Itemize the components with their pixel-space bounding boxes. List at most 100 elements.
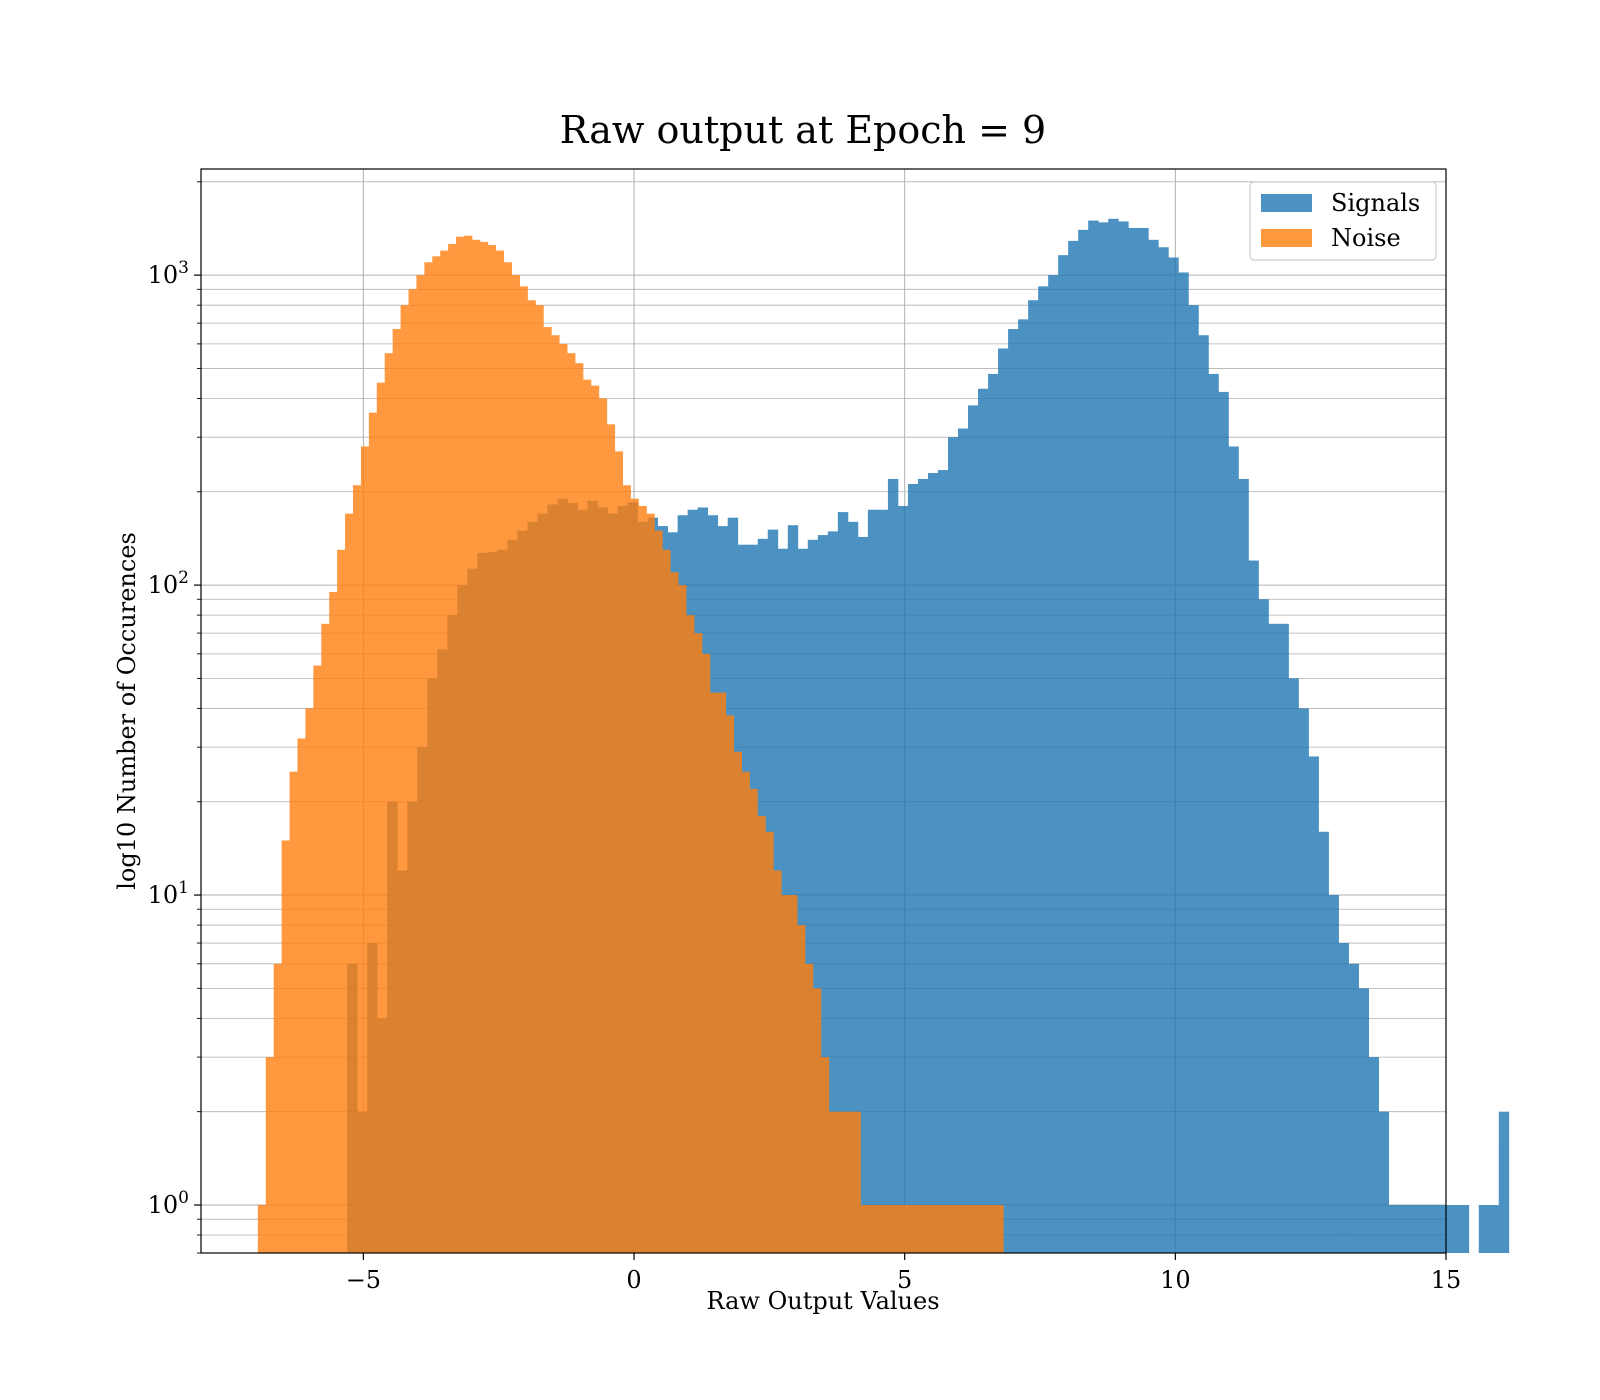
noise-bar — [432, 256, 441, 1253]
signals-bar — [1398, 1204, 1410, 1253]
y-tick-label: 101 — [148, 878, 189, 909]
noise-bar — [693, 633, 703, 1253]
signals-bar — [948, 437, 959, 1253]
signals-bar — [1008, 329, 1019, 1253]
signals-bar — [1198, 335, 1209, 1254]
legend-label-noise: Noise — [1331, 224, 1401, 252]
noise-bar — [923, 1204, 933, 1253]
noise-bar — [828, 1111, 838, 1253]
signals-bar — [1348, 963, 1359, 1253]
signals-bar — [877, 509, 889, 1253]
noise-bar — [773, 870, 782, 1253]
signals-bar — [1418, 1204, 1430, 1253]
noise-bar — [511, 275, 520, 1253]
noise-bar — [297, 738, 306, 1253]
noise-bar — [543, 327, 552, 1253]
noise-bar — [424, 262, 433, 1253]
signals-bar — [958, 428, 969, 1253]
signals-bar — [1148, 239, 1159, 1253]
chart-title: Raw output at Epoch = 9 — [560, 108, 1046, 152]
signals-bar — [817, 535, 829, 1253]
noise-bar — [313, 665, 322, 1253]
noise-bar — [686, 615, 695, 1253]
signals-bar — [998, 348, 1009, 1254]
x-tick-label: 10 — [1160, 1266, 1191, 1294]
signals-bar — [1018, 319, 1029, 1254]
signals-bar — [1098, 222, 1109, 1254]
signals-bar — [1138, 227, 1149, 1254]
signals-bar — [1388, 1204, 1400, 1253]
signals-bar — [978, 388, 989, 1253]
signals-bar — [1288, 678, 1299, 1253]
signals-bar — [1408, 1204, 1420, 1253]
signals-bar — [807, 539, 819, 1253]
signals-bar — [1498, 1111, 1510, 1253]
signals-bar — [1068, 240, 1079, 1254]
signals-bar — [1278, 623, 1289, 1253]
noise-bar — [916, 1204, 925, 1253]
noise-bar — [900, 1204, 909, 1253]
signals-bar — [1188, 305, 1199, 1253]
noise-bar — [765, 831, 774, 1253]
signals-bar — [1478, 1204, 1490, 1253]
noise-bar — [630, 498, 639, 1253]
noise-bar — [519, 286, 528, 1253]
noise-bar — [487, 245, 497, 1254]
legend-swatch-signals — [1261, 194, 1312, 212]
legend-label-signals: Signals — [1331, 189, 1420, 217]
noise-bar — [567, 353, 576, 1253]
signals-bar — [1108, 218, 1119, 1253]
noise-bar — [559, 343, 568, 1253]
noise-bar — [749, 788, 758, 1253]
signals-bar — [1238, 478, 1249, 1253]
axis-ticks: −5 0 5 10 15 100 101 102 103 — [148, 181, 1461, 1294]
noise-bar — [812, 988, 822, 1253]
signals-bar — [1338, 943, 1349, 1253]
signals-bar — [1358, 988, 1369, 1253]
noise-bar — [717, 692, 727, 1253]
noise-bar — [345, 513, 354, 1253]
noise-bar — [678, 585, 687, 1253]
x-tick-label: −5 — [346, 1266, 381, 1294]
noise-bar — [448, 244, 457, 1253]
signals-bar — [887, 478, 899, 1253]
noise-bar — [876, 1204, 885, 1253]
noise-bar — [836, 1111, 846, 1253]
signals-bar — [1308, 756, 1319, 1253]
noise-bar — [852, 1111, 861, 1253]
noise-bar — [321, 623, 330, 1253]
signals-bar — [1178, 272, 1189, 1254]
signals-bar — [867, 509, 879, 1253]
noise-bar — [329, 591, 338, 1253]
noise-bar — [646, 513, 655, 1253]
noise-bar — [860, 1204, 869, 1253]
noise-bar — [535, 305, 544, 1253]
signals-bar — [1078, 229, 1089, 1254]
noise-bar — [598, 398, 608, 1254]
signals-bar — [968, 405, 979, 1253]
noise-bar — [360, 446, 370, 1253]
signals-bar — [988, 373, 999, 1253]
legend-swatch-noise — [1261, 229, 1312, 247]
signals-bar — [837, 512, 849, 1253]
noise-bar — [265, 1057, 275, 1253]
signals-bar — [1428, 1204, 1440, 1253]
noise-bar — [575, 363, 584, 1253]
y-tick-label: 102 — [148, 568, 189, 599]
signals-bar — [1208, 373, 1219, 1253]
plot-frame — [200, 168, 1447, 1254]
noise-bar — [741, 771, 750, 1253]
noise-bar — [392, 329, 401, 1253]
signals-bar — [797, 548, 809, 1253]
noise-bar — [384, 353, 394, 1253]
signals-bar — [1268, 623, 1279, 1253]
signals-bar — [857, 536, 869, 1253]
signals-bar — [907, 483, 919, 1253]
signals-bar — [1128, 227, 1139, 1254]
noise-bar — [955, 1204, 965, 1253]
signals-bar — [1368, 1057, 1379, 1253]
signals-bar — [1328, 895, 1339, 1253]
signals-bar — [1088, 220, 1099, 1253]
noise-bar — [868, 1204, 877, 1253]
